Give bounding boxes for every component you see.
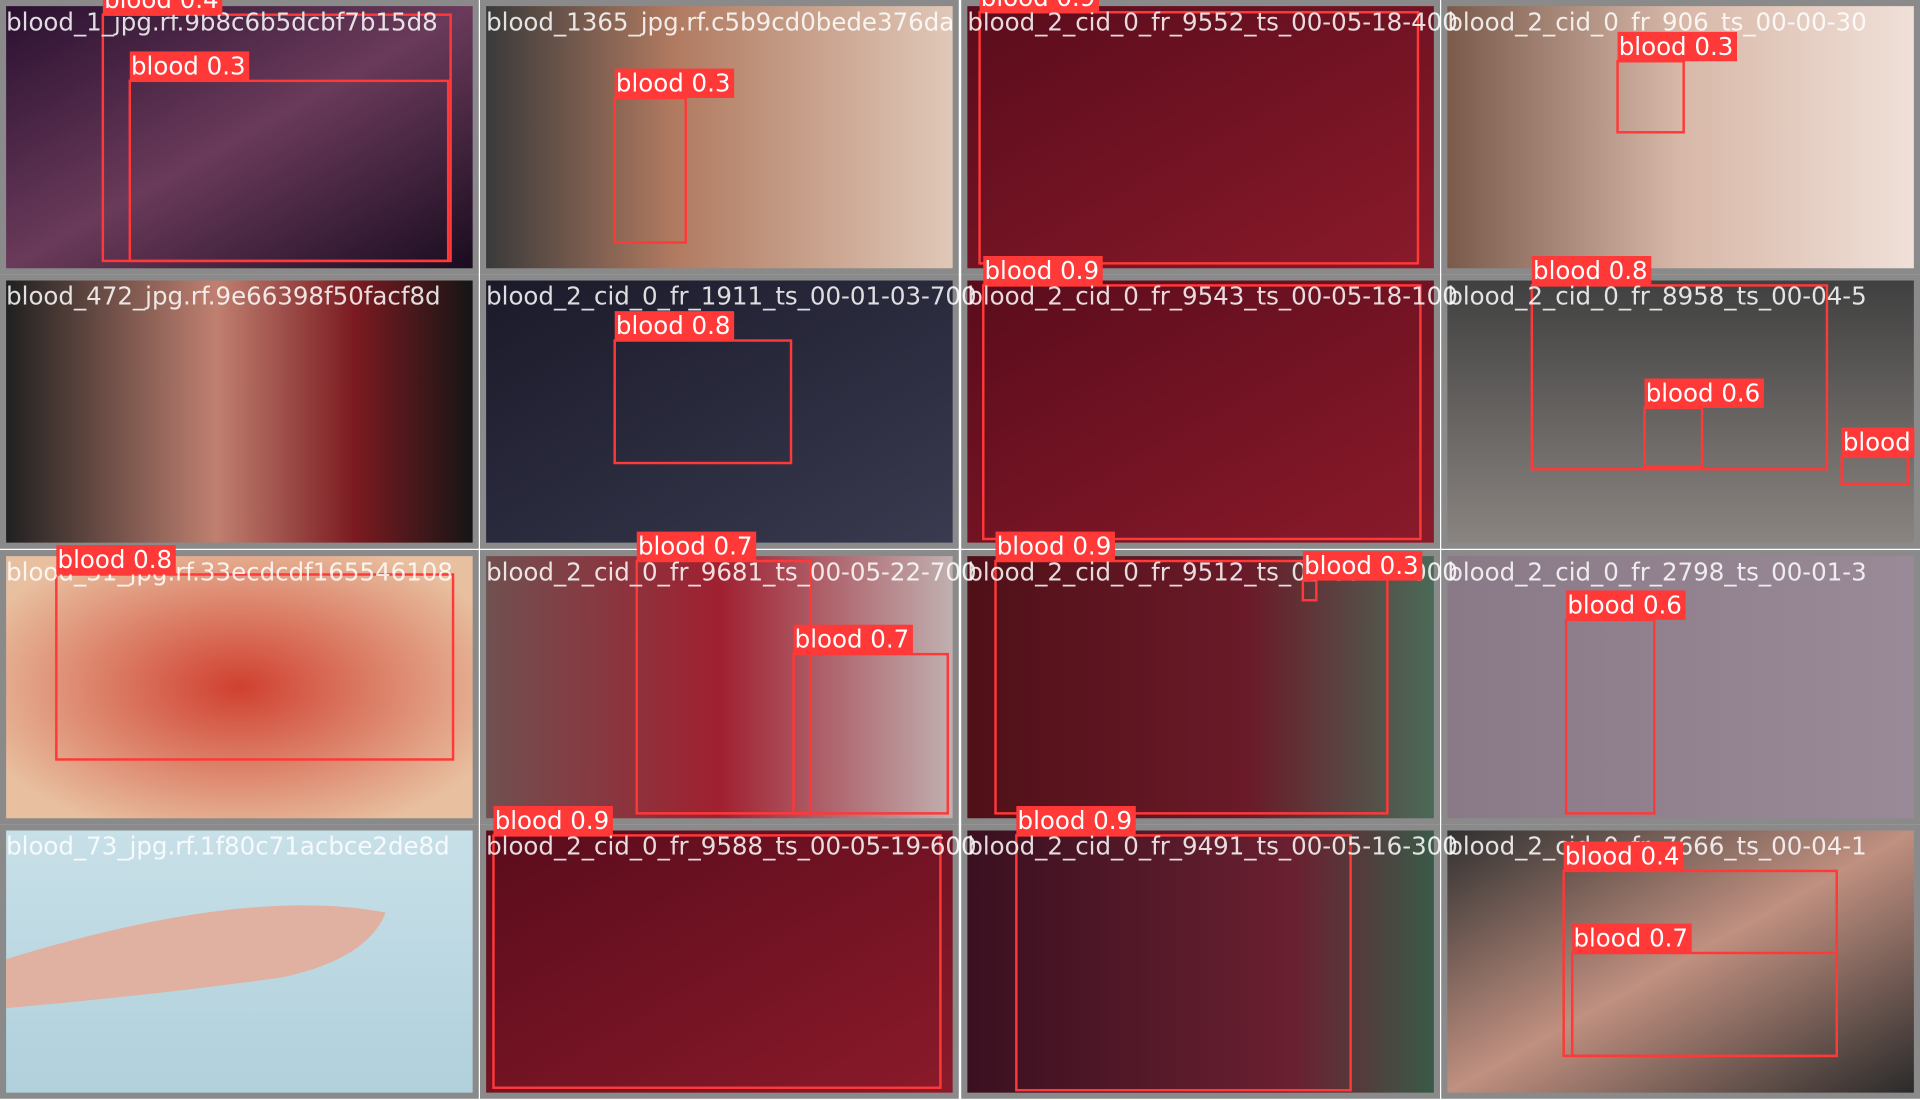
tile-filename: blood_2_cid_0_fr_9681_ts_00-05-22-700 [486, 557, 976, 586]
finger [6, 905, 386, 1009]
detection-label: blood 0.4 [1565, 841, 1680, 870]
tile-image [967, 830, 1434, 1093]
detection-label: blood 0.9 [984, 256, 1099, 285]
detection-label-bg [1563, 841, 1684, 871]
detection-label: blood 0.9 [997, 532, 1112, 561]
detection-box [982, 284, 1422, 541]
detection-label: blood 0.9 [1018, 806, 1133, 835]
detection-label: blood 0.7 [638, 532, 753, 561]
tile-image [6, 280, 473, 543]
tile-filename: blood_2_cid_0_fr_9543_ts_00-05-18-100 [967, 282, 1457, 311]
detection-label: blood 0.7 [795, 625, 910, 654]
tile [1441, 550, 1920, 825]
detection-label: blood 0.4 [104, 0, 219, 14]
detection-label-bg [793, 624, 913, 655]
detection-label: blood 0.7 [1573, 924, 1688, 953]
detection-label-bg [979, 0, 1100, 13]
tile-filename: blood_2_cid_0_fr_9588_ts_00-05-19-600 [486, 832, 976, 861]
tile-filename: blood_1365_jpg.rf.c5b9cd0bede376da [486, 7, 954, 36]
detection-label: blood 0.3 [1619, 32, 1734, 61]
detection-label-bg [1617, 31, 1738, 62]
tile [0, 0, 479, 275]
detection-box [1530, 284, 1829, 471]
detection-label-bg [1572, 923, 1692, 954]
detection-label: blood 0.3 [131, 51, 246, 80]
detection-label: blood 0.3 [616, 69, 731, 98]
tile-filename: blood_73_jpg.rf.1f80c71acbce2de8d [6, 832, 450, 861]
detection-label: blood 0.8 [616, 311, 731, 340]
tile [961, 0, 1440, 275]
detection-label-bg [102, 0, 223, 15]
detection-label-bg [129, 51, 250, 81]
tile [480, 0, 959, 275]
tile [1441, 274, 1920, 549]
detection-label-bg [1566, 590, 1686, 620]
detection-label-bg [983, 256, 1103, 286]
tile-image [6, 6, 473, 269]
tile-filename: blood_2_cid_0_fr_9491_ts_00-05-16-300 [967, 832, 1457, 861]
detection-label-bg [1016, 806, 1136, 836]
tile [480, 274, 959, 549]
detection-box [1015, 834, 1352, 1092]
detection-box [55, 573, 455, 761]
detection-label-bg [1302, 551, 1423, 581]
detection-label: blood 0.6 [1567, 590, 1682, 619]
tile-image [486, 830, 953, 1093]
tile-image [967, 556, 1434, 819]
tile-filename: blood_2_cid_0_fr_906_ts_00-00-30 [1447, 7, 1866, 36]
tile [480, 824, 959, 1099]
detection-label-bg [614, 68, 735, 98]
detection-label-bg [614, 311, 735, 341]
detection-label: blood [1843, 427, 1911, 456]
tile-image [486, 556, 953, 819]
detection-label-bg [1841, 427, 1915, 457]
tile-filename: blood_2_cid_0_fr_1911_ts_00-01-03-700 [486, 282, 976, 311]
detection-label-bg [995, 531, 1115, 562]
detection-box [978, 11, 1420, 265]
tile [0, 274, 479, 549]
detection-label-bg [1531, 256, 1652, 286]
detection-box [128, 79, 450, 263]
tile-filename: blood_472_jpg.rf.9e66398f50facf8d [6, 282, 440, 311]
tile-image [967, 280, 1434, 543]
tile-image [486, 6, 953, 269]
tile-image [1447, 280, 1914, 543]
detection-label: blood 0.3 [1304, 551, 1419, 580]
detection-label-bg [1644, 378, 1764, 408]
tile [961, 274, 1440, 549]
tile-filename: blood_2_cid_0_fr_2798_ts_00-01-3 [1447, 557, 1866, 586]
tile [961, 550, 1440, 825]
detection-box [492, 834, 942, 1089]
detection-box [994, 559, 1389, 815]
detection-label: blood 0.8 [58, 545, 173, 574]
tile-filename: blood_2_cid_0_fr_8958_ts_00-04-5 [1447, 282, 1866, 311]
detection-label-bg [636, 531, 757, 562]
tile [0, 824, 479, 1099]
detection-label: blood 0.9 [981, 0, 1096, 12]
tile [961, 824, 1440, 1099]
tile [480, 550, 959, 825]
tile-image [6, 556, 473, 819]
detection-label: blood 0.6 [1646, 378, 1761, 407]
tile [0, 550, 479, 825]
detection-label: blood 0.9 [495, 806, 610, 835]
tile-image [967, 6, 1434, 269]
detection-box [1571, 951, 1838, 1058]
detection-label: blood 0.8 [1533, 256, 1648, 285]
detection-label-bg [56, 545, 176, 575]
detection-label-bg [493, 806, 613, 836]
